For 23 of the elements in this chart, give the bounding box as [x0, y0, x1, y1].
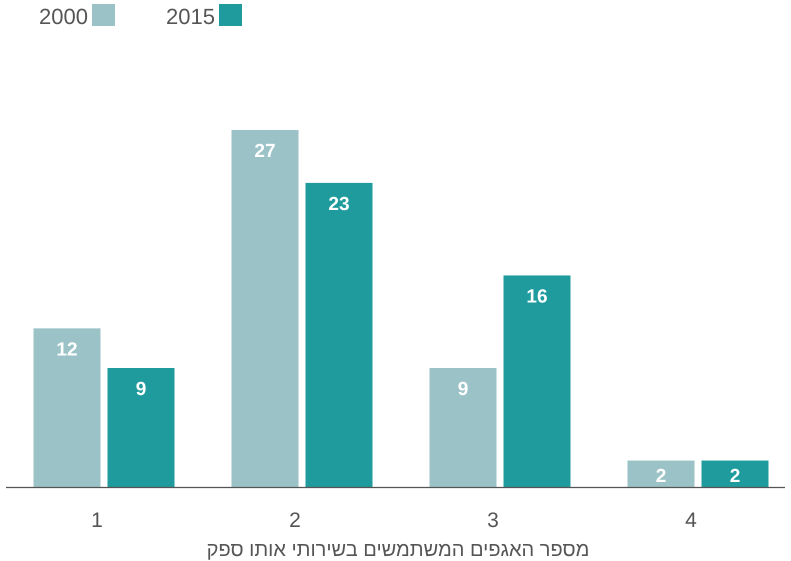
bar: [232, 130, 298, 487]
data-label: 9: [458, 379, 468, 400]
data-label: 16: [526, 286, 548, 308]
bar: [628, 460, 694, 487]
data-label: 12: [56, 339, 78, 360]
legend-label: 2015: [166, 4, 215, 29]
data-label: 27: [254, 141, 276, 162]
data-label: 9: [136, 379, 146, 400]
data-label: 2: [730, 466, 740, 487]
data-label: 23: [328, 194, 350, 215]
x-tick-label: 1: [91, 509, 103, 532]
x-tick-label: 3: [487, 509, 499, 532]
legend-label: 2000: [39, 4, 88, 29]
bar: [108, 368, 174, 487]
x-tick-label: 4: [685, 509, 698, 532]
bar: [430, 368, 496, 487]
x-tick-label: 2: [289, 509, 301, 532]
bar: [34, 328, 100, 487]
bar: [702, 460, 768, 487]
bar: [504, 275, 570, 487]
x-axis-title: מספר האגפים המשתמשים בשירותי אותו ספק: [206, 539, 590, 561]
bar: [306, 182, 372, 487]
data-label: 2: [656, 466, 666, 487]
